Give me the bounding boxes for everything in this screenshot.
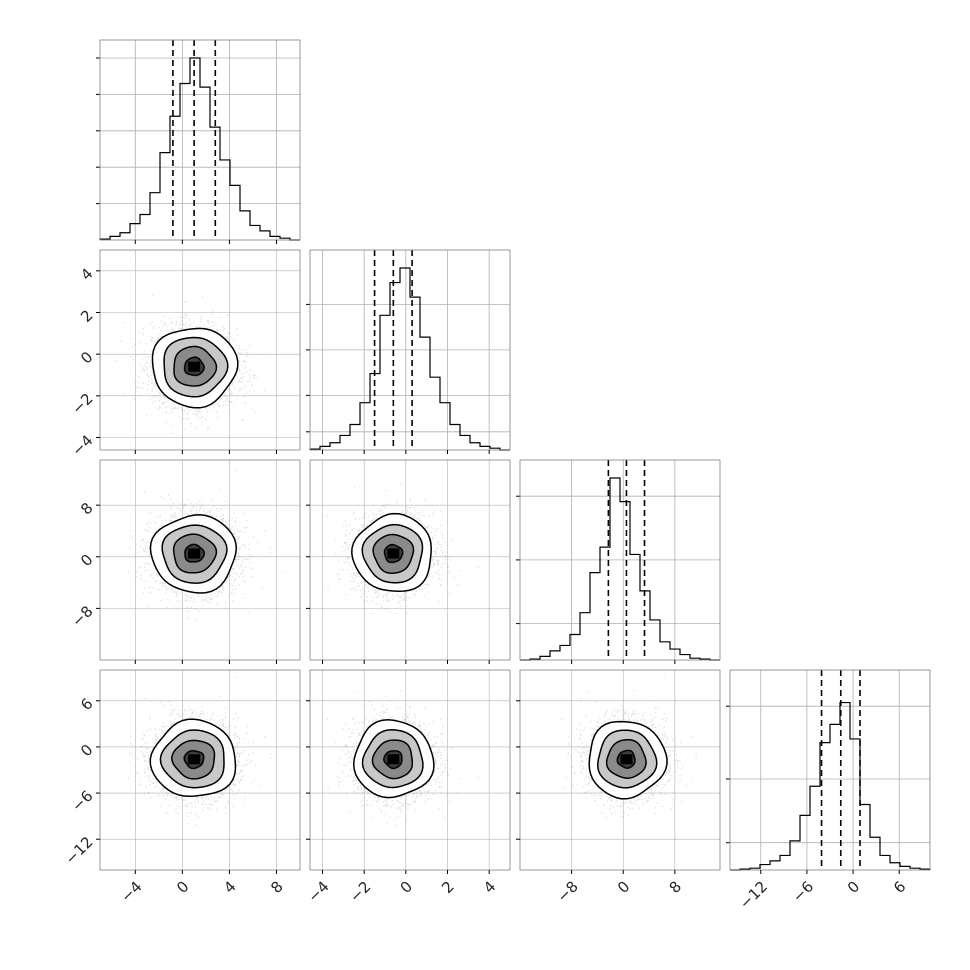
frame-hist-3 — [729, 669, 931, 871]
y-tick-label-2-1: 0 — [77, 551, 96, 570]
contour-3-2-0 — [616, 749, 636, 769]
frame-2-1 — [309, 459, 511, 661]
contour-3-0-0 — [183, 750, 205, 770]
frame-hist-1 — [309, 249, 511, 451]
density-peak-3-0 — [188, 754, 201, 765]
scatter-panel-2-1 — [306, 459, 511, 664]
contour-1-0-0 — [184, 356, 205, 376]
x-tick-label-0-0: −4 — [117, 878, 145, 906]
contour-2-0-1 — [172, 533, 218, 574]
x-tick-label-1-0: −4 — [304, 878, 332, 906]
scatter-points-3-0 — [128, 676, 272, 826]
density-peak-2-1 — [387, 548, 400, 559]
x-tick-label-1-3: 2 — [438, 878, 457, 897]
contour-3-1-2 — [361, 729, 424, 789]
hist-panel-3 — [726, 669, 931, 874]
scatter-panel-3-0 — [96, 669, 301, 874]
y-tick-label-3-1: −6 — [68, 787, 96, 815]
frame-hist-2 — [519, 459, 721, 661]
histogram-0 — [99, 57, 300, 241]
frame-3-0 — [99, 669, 301, 871]
histogram-3 — [730, 701, 931, 871]
y-tick-label-1-4: 4 — [77, 265, 96, 284]
scatter-panel-3-2 — [516, 669, 721, 874]
scatter-panel-3-1 — [306, 669, 511, 874]
frame-1-0 — [99, 249, 301, 451]
scatter-panel-2-0 — [96, 459, 301, 664]
contour-2-0-3 — [149, 513, 238, 594]
density-peak-3-2 — [620, 754, 633, 765]
contour-3-0-1 — [171, 739, 216, 780]
contour-2-0-2 — [161, 524, 228, 584]
y-tick-label-2-2: 8 — [77, 499, 96, 518]
contour-1-0-3 — [151, 327, 239, 409]
contour-3-2-2 — [597, 729, 658, 789]
frame-2-0 — [99, 459, 301, 661]
x-tick-label-1-4: 4 — [480, 878, 499, 897]
y-tick-label-1-1: −2 — [68, 390, 96, 418]
contour-3-2-3 — [588, 720, 668, 800]
contour-2-0-0 — [184, 543, 205, 563]
density-peak-1-0 — [188, 361, 201, 372]
hist-panel-2 — [516, 459, 721, 664]
y-tick-label-3-0: −12 — [61, 833, 96, 868]
x-tick-label-1-2: 0 — [397, 878, 416, 897]
density-peak-3-1 — [387, 754, 400, 765]
hist-panel-0 — [96, 39, 301, 244]
contour-3-2-1 — [605, 738, 647, 779]
y-tick-label-1-2: 0 — [77, 348, 96, 367]
scatter-panel-1-0 — [96, 249, 301, 454]
x-tick-label-3-2: 0 — [844, 878, 863, 897]
contour-2-1-1 — [372, 533, 415, 575]
contour-2-1-0 — [383, 544, 404, 564]
x-tick-label-0-1: 0 — [173, 878, 192, 897]
frame-hist-0 — [99, 39, 301, 241]
contour-3-1-0 — [383, 750, 403, 770]
contour-3-1-3 — [352, 719, 435, 799]
x-tick-label-3-1: −6 — [789, 878, 817, 906]
contour-1-0-2 — [163, 336, 229, 398]
contour-1-0-1 — [173, 345, 218, 387]
x-tick-label-3-3: 6 — [890, 878, 909, 897]
contour-2-1-2 — [361, 523, 424, 584]
contour-3-0-2 — [159, 729, 225, 789]
contour-2-1-3 — [351, 512, 432, 592]
frame-3-2 — [519, 669, 721, 871]
histogram-2 — [520, 477, 720, 661]
x-tick-label-2-0: −8 — [553, 878, 581, 906]
x-tick-label-0-3: 8 — [267, 878, 286, 897]
x-tick-label-2-2: 8 — [666, 878, 685, 897]
contour-3-0-3 — [149, 718, 237, 798]
x-tick-label-3-0: −12 — [736, 878, 771, 913]
y-tick-label-1-3: 2 — [77, 306, 96, 325]
y-tick-label-3-2: 0 — [77, 741, 96, 760]
hist-panel-1 — [306, 249, 511, 454]
contour-3-1-1 — [371, 739, 414, 780]
y-tick-label-2-0: −8 — [68, 602, 96, 630]
y-tick-label-1-0: −4 — [68, 431, 96, 459]
frame-3-1 — [309, 669, 511, 871]
histogram-1 — [309, 267, 510, 451]
density-peak-2-0 — [188, 548, 201, 559]
x-tick-label-0-2: 4 — [220, 878, 239, 897]
x-tick-label-2-1: 0 — [614, 878, 633, 897]
y-tick-label-3-3: 6 — [77, 695, 96, 714]
x-tick-label-1-1: −2 — [346, 878, 374, 906]
